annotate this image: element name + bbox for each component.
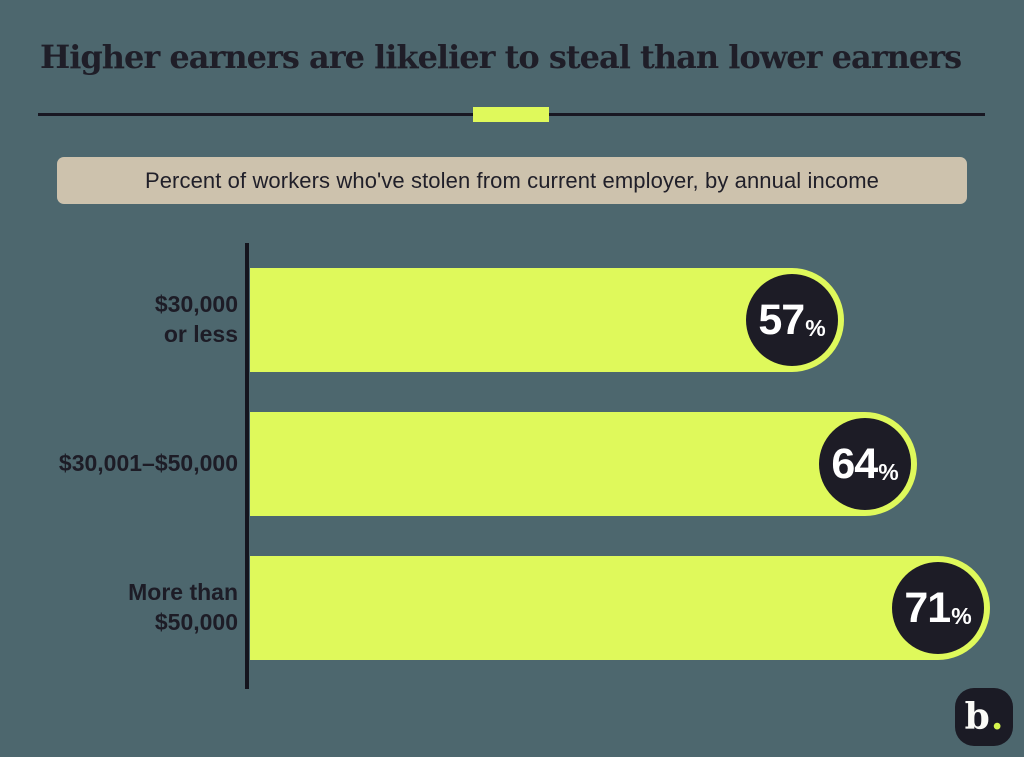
logo-letter: b bbox=[964, 696, 990, 738]
category-label-30000-or-less: $30,000 or less bbox=[154, 291, 238, 347]
category-label-30001-50000: $30,001–$50,000 bbox=[58, 450, 238, 477]
percent-sign: % bbox=[878, 458, 899, 485]
bar-30001-50000: 64% bbox=[250, 412, 917, 516]
value-badge: 64% bbox=[819, 418, 911, 510]
y-axis-line bbox=[245, 243, 249, 689]
value-badge: 71% bbox=[892, 562, 984, 654]
bar-row: $30,000 or less 57% bbox=[0, 268, 1024, 372]
chart-subtitle-text: Percent of workers who've stolen from cu… bbox=[144, 167, 880, 193]
chart-subtitle-banner: Percent of workers who've stolen from cu… bbox=[57, 157, 967, 204]
bar-row: More than $50,000 71% bbox=[0, 556, 1024, 660]
bar-more-than-50000: 71% bbox=[250, 556, 990, 660]
logo-dot: . bbox=[990, 696, 1004, 738]
percent-sign: % bbox=[951, 602, 972, 629]
page-title: Higher earners are likelier to steal tha… bbox=[40, 38, 962, 76]
value-number: 64 bbox=[831, 439, 878, 488]
value-number: 71 bbox=[904, 583, 951, 632]
value-number: 57 bbox=[758, 295, 805, 344]
percent-sign: % bbox=[805, 314, 826, 341]
divider-accent-segment bbox=[473, 107, 549, 122]
value-badge: 57% bbox=[746, 274, 838, 366]
bar-row: $30,001–$50,000 64% bbox=[0, 412, 1024, 516]
category-label-more-than-50000: More than $50,000 bbox=[128, 579, 238, 635]
bar-30000-or-less: 57% bbox=[250, 268, 844, 372]
bankrate-logo: b. bbox=[955, 688, 1013, 746]
